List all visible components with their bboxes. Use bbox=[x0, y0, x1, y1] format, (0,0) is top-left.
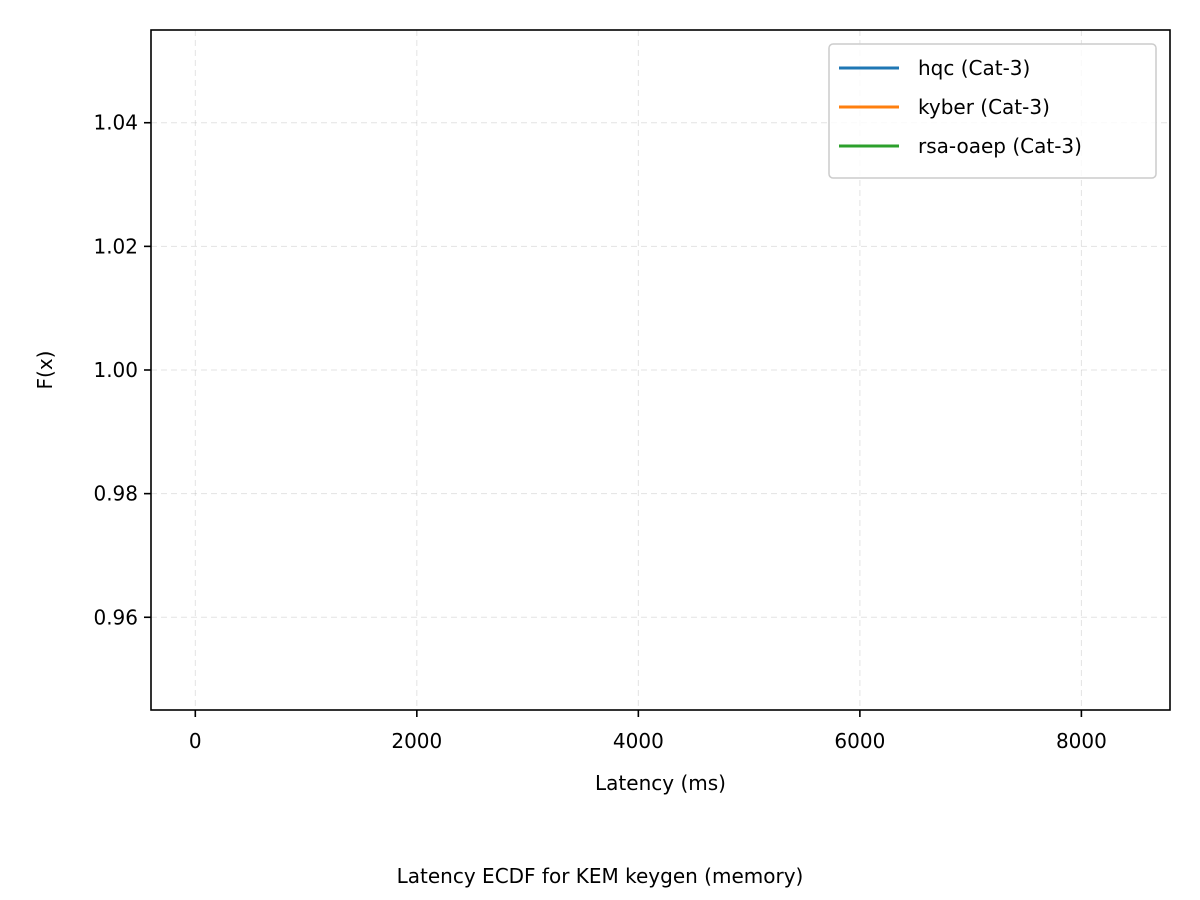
x-tick-label: 4000 bbox=[613, 729, 664, 753]
legend: hqc (Cat-3) kyber (Cat-3) rsa-oaep (Cat-3) bbox=[828, 43, 1157, 179]
x-axis-ticks: 0 2000 4000 6000 8000 bbox=[189, 710, 1107, 753]
y-axis-ticks: 0.96 0.98 1.00 1.02 1.04 bbox=[93, 111, 151, 629]
legend-entry-label: hqc (Cat-3) bbox=[918, 56, 1030, 80]
y-tick-label: 0.96 bbox=[93, 605, 138, 629]
x-tick-label: 6000 bbox=[834, 729, 885, 753]
x-axis-label: Latency (ms) bbox=[595, 771, 726, 795]
y-tick-label: 1.02 bbox=[93, 234, 138, 258]
x-tick-label: 2000 bbox=[391, 729, 442, 753]
x-tick-label: 0 bbox=[189, 729, 202, 753]
y-tick-label: 1.04 bbox=[93, 111, 138, 135]
legend-entry-label: kyber (Cat-3) bbox=[918, 95, 1050, 119]
legend-entry-label: rsa-oaep (Cat-3) bbox=[918, 134, 1082, 158]
y-tick-label: 0.98 bbox=[93, 482, 138, 506]
legend-box bbox=[828, 43, 1157, 179]
y-axis-label: F(x) bbox=[33, 351, 57, 390]
chart-caption: Latency ECDF for KEM keygen (memory) bbox=[396, 864, 804, 888]
x-tick-label: 8000 bbox=[1056, 729, 1107, 753]
y-tick-label: 1.00 bbox=[93, 358, 138, 382]
